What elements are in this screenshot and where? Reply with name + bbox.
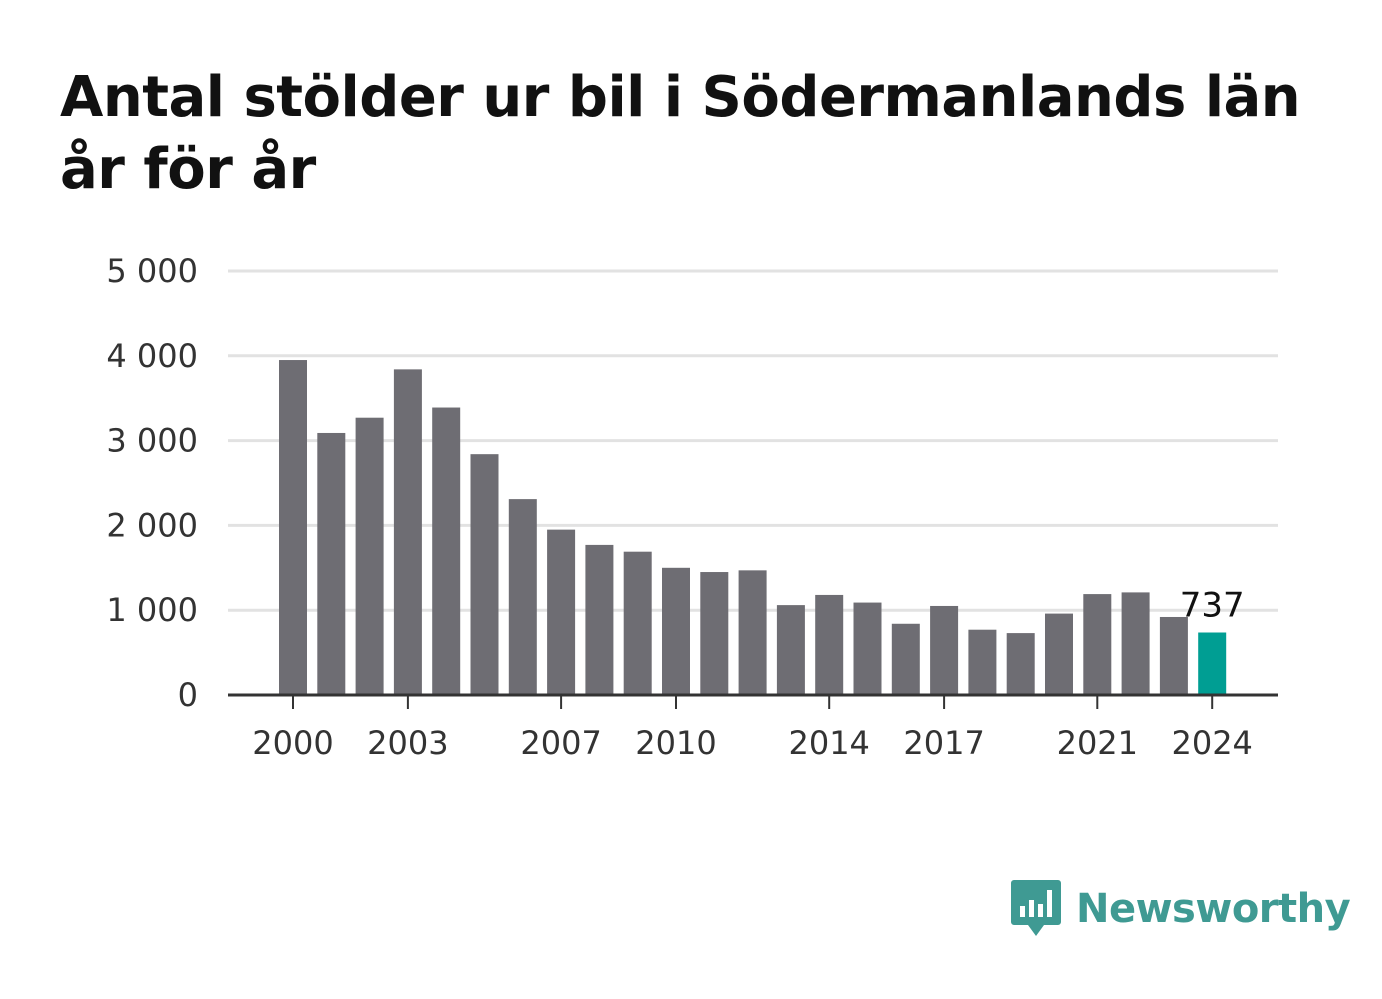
x-tick-label: 2007 [520, 724, 601, 762]
chart-title: Antal stölder ur bil i Södermanlands län… [60, 65, 1301, 202]
bar [662, 567, 690, 695]
bar [470, 454, 499, 695]
y-tick-label: 2 000 [106, 506, 198, 544]
y-tick-label: 0 [178, 676, 198, 714]
newsworthy-logo-icon [1011, 880, 1061, 936]
y-tick-label: 1 000 [106, 591, 198, 629]
bar [355, 417, 384, 695]
bar [930, 605, 959, 695]
bar [432, 407, 461, 695]
bar [623, 551, 652, 695]
bar [891, 623, 920, 695]
bar [1083, 594, 1112, 695]
bar [1121, 592, 1150, 695]
axis-labels: 0 1 000 2 000 3 000 4 000 5 000 2000 2003 2007 20… [106, 252, 1253, 762]
y-tick-label: 4 000 [106, 337, 198, 375]
bars [279, 360, 1227, 695]
x-tick-label: 2024 [1171, 724, 1252, 762]
bar [853, 602, 882, 695]
x-tick-label: 2014 [788, 724, 869, 762]
x-tick-label: 2017 [903, 724, 984, 762]
y-tick-label: 5 000 [106, 252, 198, 290]
bar [508, 499, 537, 695]
bar [968, 629, 997, 695]
bar [317, 432, 346, 695]
newsworthy-logo: Newsworthy [1010, 878, 1351, 940]
x-axis [228, 693, 1278, 709]
x-tick-label: 2010 [635, 724, 716, 762]
bar [585, 544, 614, 695]
data-label: 737 [1180, 586, 1245, 626]
y-tick-label: 3 000 [106, 422, 198, 460]
bar [279, 360, 307, 695]
bar [738, 570, 767, 695]
x-tick-label: 2003 [367, 724, 448, 762]
bar [393, 369, 422, 695]
x-tick-label: 2000 [252, 724, 333, 762]
bar [1159, 616, 1188, 695]
gridlines [228, 269, 1278, 612]
bar [1006, 633, 1035, 695]
bar [547, 529, 576, 695]
x-tick-label: 2021 [1057, 724, 1138, 762]
bar [1198, 632, 1227, 695]
bar [700, 572, 729, 695]
bar [776, 605, 805, 695]
bar [1045, 613, 1073, 695]
bar [815, 594, 844, 695]
brand-name: Newsworthy [1076, 886, 1351, 932]
